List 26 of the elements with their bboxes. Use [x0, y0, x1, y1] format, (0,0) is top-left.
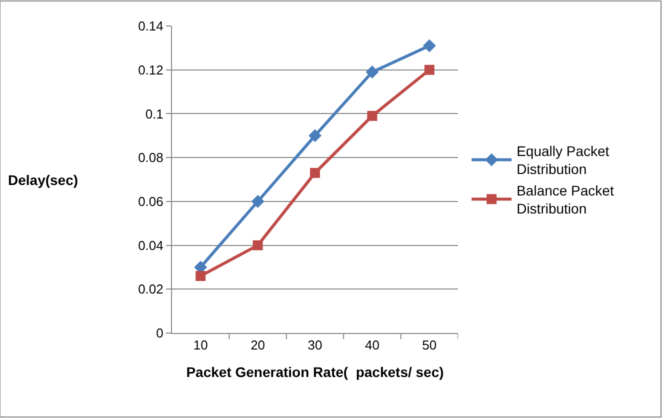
point	[196, 270, 206, 281]
point	[366, 66, 379, 79]
point	[310, 168, 320, 178]
x-tick-label: 40	[364, 338, 380, 353]
y-tick-label: 0.14	[138, 18, 164, 34]
x-tick-label: 10	[193, 338, 208, 353]
point	[308, 129, 322, 142]
y-tick-label: 0.12	[138, 62, 164, 78]
x-tick-label: 50	[422, 338, 437, 353]
point	[252, 240, 263, 250]
y-tick-label: 0	[156, 326, 164, 341]
y-tick-label: 0.04	[138, 238, 164, 253]
point	[424, 64, 434, 75]
point	[251, 194, 264, 208]
point	[367, 110, 378, 121]
y-tick-label: 0.06	[138, 194, 164, 209]
legend-label: Balance Packet Distribution	[516, 182, 614, 217]
x-tick-label: 20	[250, 338, 266, 353]
y-tick-label: 0.1	[145, 106, 164, 122]
y-tick-label: 0.08	[138, 150, 164, 166]
y-axis-title: Delay(sec)	[8, 172, 78, 188]
point	[422, 39, 436, 52]
x-axis-title: Packet Generation Rate( packets/ sec)	[186, 364, 444, 380]
legend-label: Equally Packet Distribution	[516, 143, 610, 178]
y-tick-label: 0.02	[138, 282, 164, 297]
x-tick-label: 30	[308, 338, 322, 353]
